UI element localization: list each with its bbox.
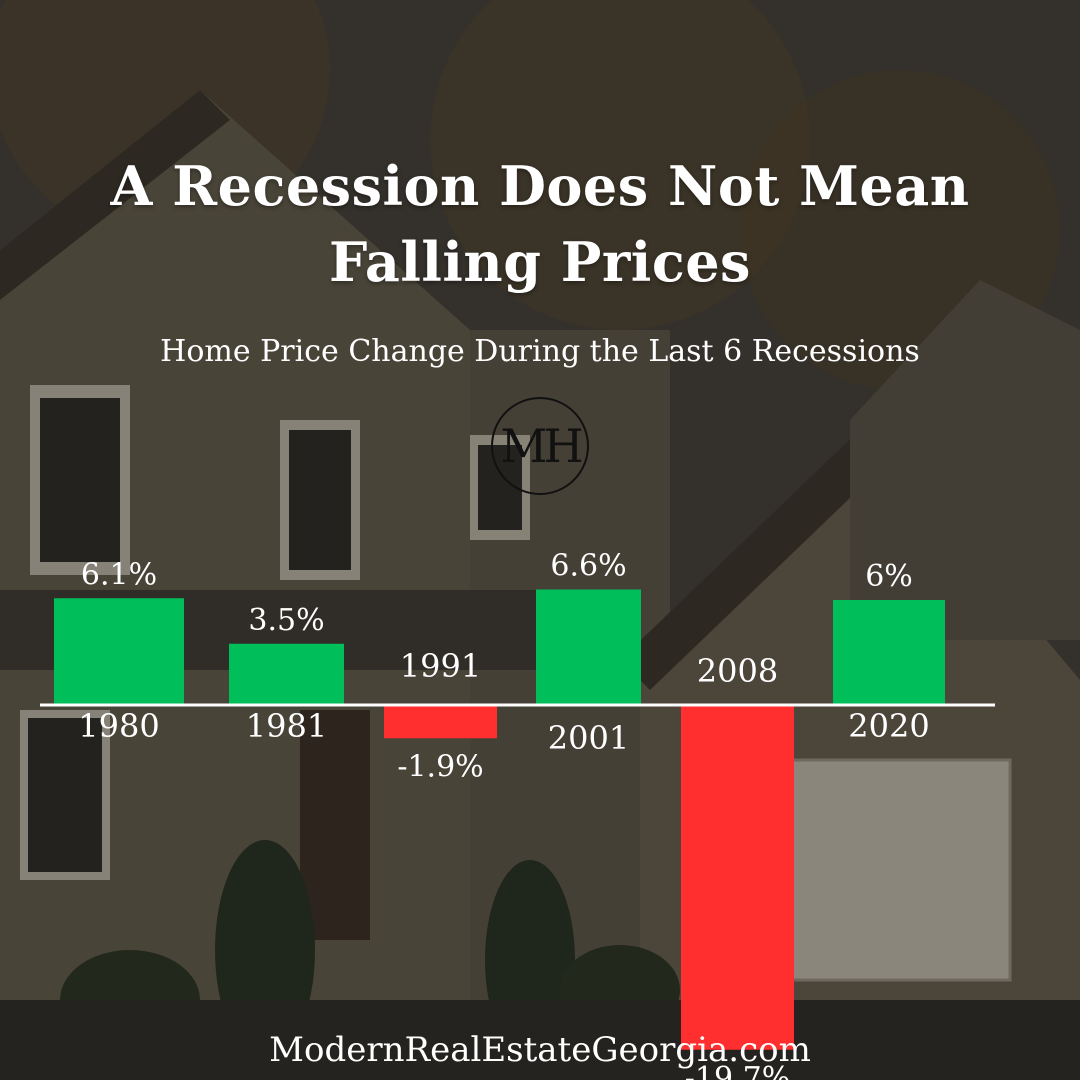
value-label-1980: 6.1% [81,557,157,592]
bar-1991 [384,705,497,739]
category-label-1981: 1981 [246,707,327,745]
value-label-2020: 6% [865,559,913,594]
mh-monogram-logo: MH [491,397,589,495]
chart-title: A Recession Does Not Mean Falling Prices [40,148,1040,300]
bar-2001 [536,589,641,705]
value-label-2001: 6.6% [550,549,626,584]
bar-2008 [681,705,794,1050]
category-label-2001: 2001 [548,719,629,757]
category-label-1991: 1991 [400,647,481,685]
title-line-2: Falling Prices [329,230,751,294]
value-label-1991: -1.9% [397,749,483,784]
bar-1981 [229,643,344,705]
category-label-2008: 2008 [697,652,778,690]
category-label-1980: 1980 [78,707,159,745]
chart-subtitle: Home Price Change During the Last 6 Rece… [160,334,920,369]
value-label-2008: -19.7% [685,1061,790,1080]
bar-1980 [54,598,184,705]
title-line-1: A Recession Does Not Mean [110,154,970,218]
bar-2020 [833,600,945,705]
value-label-1981: 3.5% [248,603,324,638]
website-footer: ModernRealEstateGeorgia.com [269,1030,811,1070]
logo-monogram-text: MH [500,419,581,473]
category-label-2020: 2020 [848,707,929,745]
